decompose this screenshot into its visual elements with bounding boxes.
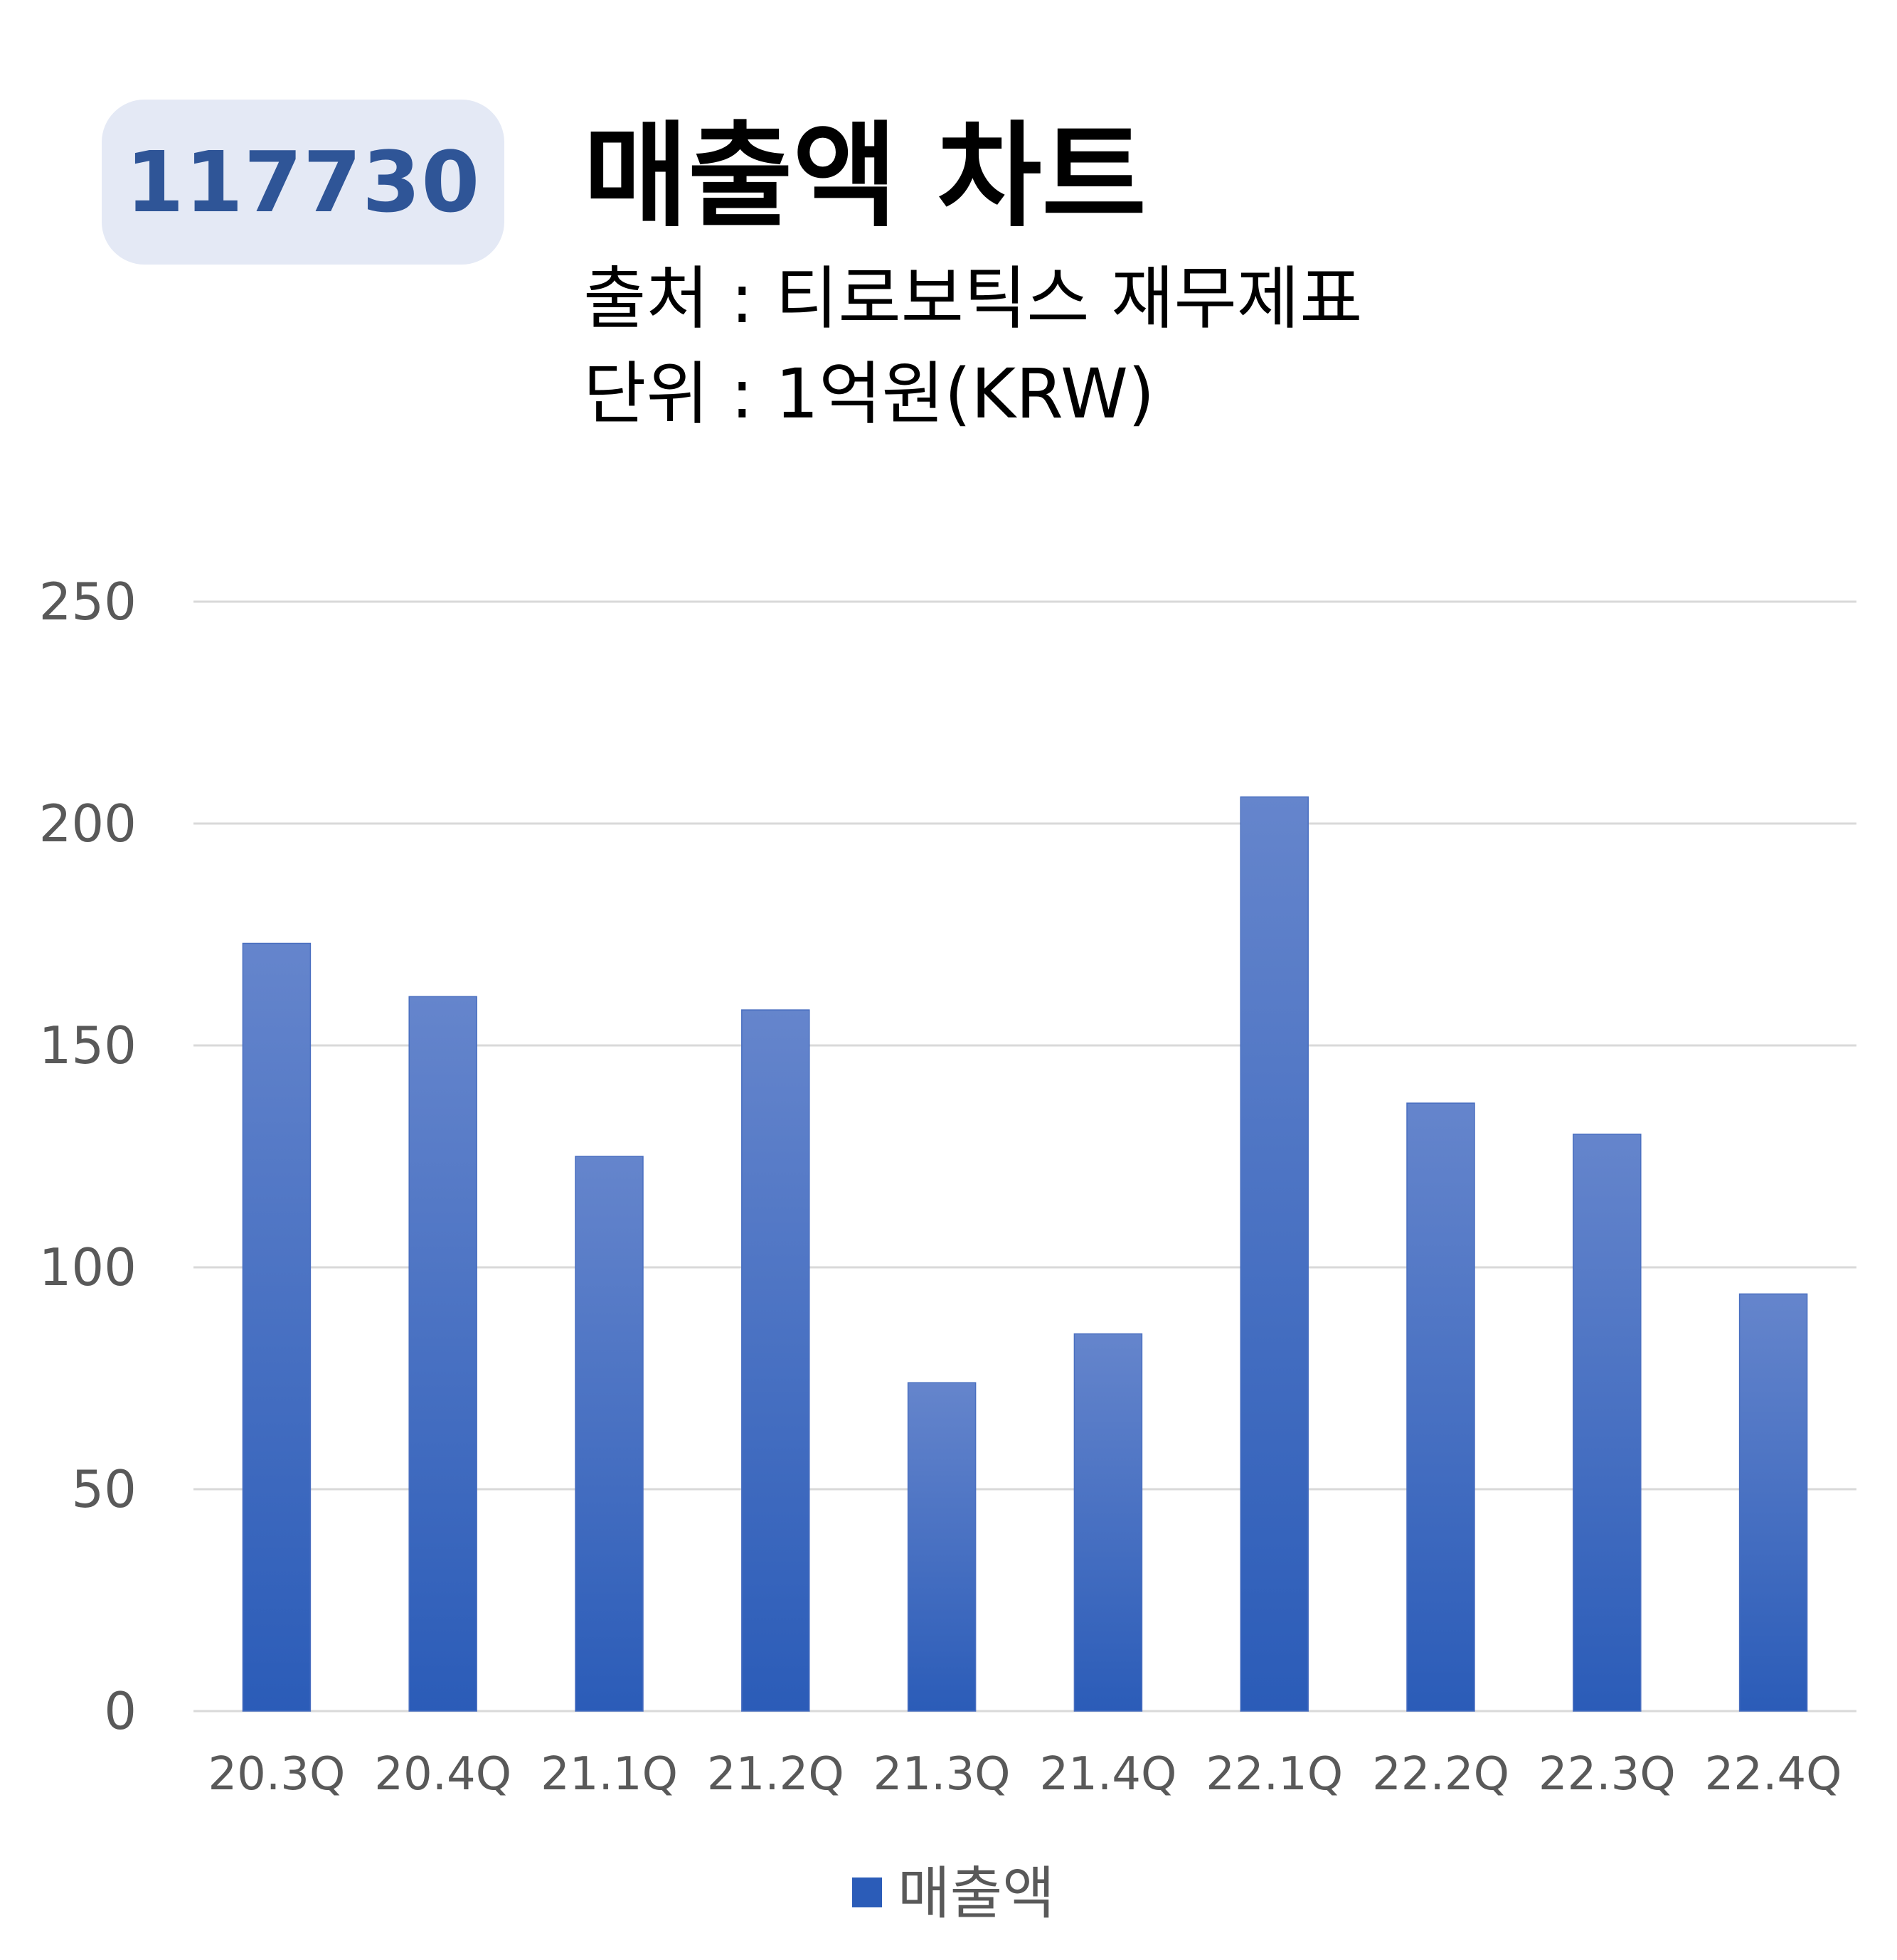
legend-swatch — [852, 1878, 882, 1907]
x-tick-label: 22.3Q — [1539, 1748, 1676, 1801]
bar — [242, 942, 312, 1712]
x-tick-label: 21.4Q — [1039, 1748, 1176, 1801]
y-tick-label: 0 — [104, 1681, 137, 1741]
x-tick-label: 21.3Q — [873, 1748, 1011, 1801]
x-tick-label: 22.2Q — [1372, 1748, 1509, 1801]
y-tick-label: 200 — [39, 794, 137, 853]
bar — [907, 1382, 977, 1712]
x-tick-label: 22.4Q — [1705, 1748, 1842, 1801]
bar — [408, 996, 477, 1712]
y-tick-label: 250 — [39, 572, 137, 632]
unit-label: 단위 : 1억원(KRW) — [583, 354, 1155, 434]
bar — [1073, 1333, 1143, 1712]
bar — [1406, 1102, 1475, 1712]
x-tick-label: 20.3Q — [208, 1748, 345, 1801]
x-tick-label: 21.1Q — [541, 1748, 678, 1801]
bar — [1738, 1293, 1808, 1712]
y-tick-label: 100 — [39, 1237, 137, 1297]
y-tick-label: 50 — [71, 1459, 137, 1519]
chart-title: 매출액 차트 — [583, 110, 1147, 243]
bar — [1240, 796, 1309, 1712]
legend-label: 매출액 — [898, 1860, 1055, 1927]
ticker-code: 117730 — [125, 133, 481, 231]
bar — [575, 1156, 644, 1712]
y-tick-label: 150 — [39, 1016, 137, 1075]
bar — [741, 1009, 810, 1712]
ticker-badge: 117730 — [102, 100, 504, 265]
x-tick-label: 20.4Q — [374, 1748, 511, 1801]
x-tick-label: 22.1Q — [1206, 1748, 1343, 1801]
bar — [1573, 1134, 1642, 1712]
source-label: 출처 : 티로보틱스 재무제표 — [583, 259, 1363, 339]
x-tick-label: 21.2Q — [707, 1748, 844, 1801]
